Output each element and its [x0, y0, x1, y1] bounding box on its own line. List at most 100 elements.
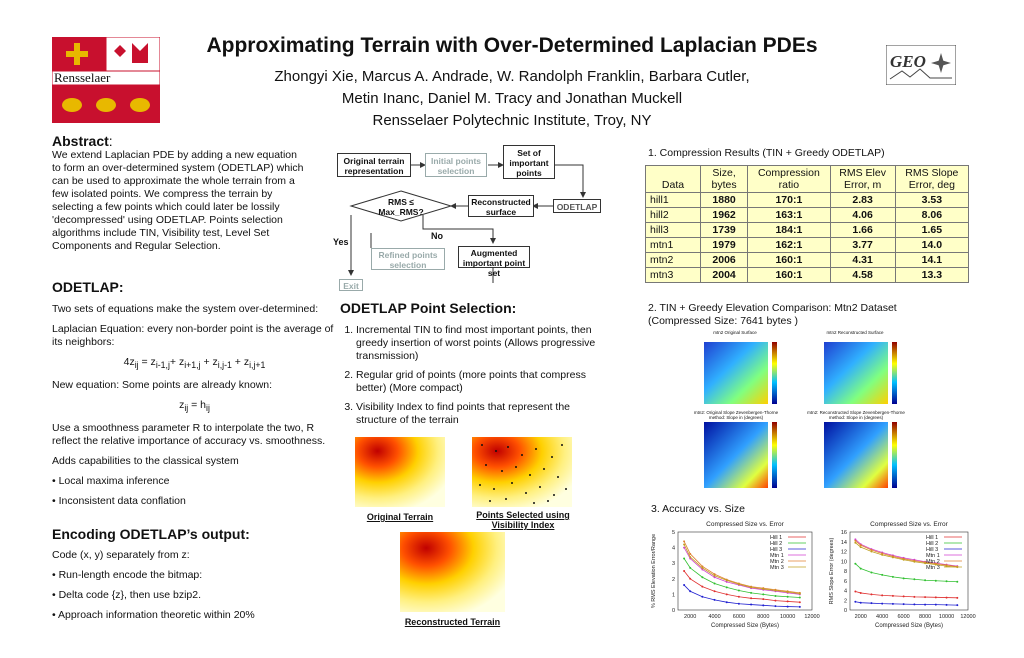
cell-size: 1962 [699, 207, 749, 223]
plot-area [849, 531, 969, 611]
cell-ratio: 162:1 [747, 237, 831, 253]
data-point [934, 579, 937, 582]
data-point [859, 591, 862, 594]
odetlap-p5: Adds capabilities to the classical syste… [52, 455, 239, 468]
selection-list: Incremental TIN to find most important p… [340, 324, 610, 427]
selection-item-3: Visibility Index to find points that rep… [356, 401, 610, 427]
data-point [713, 582, 716, 585]
col-data: Data [645, 165, 701, 193]
data-point [786, 600, 789, 603]
map-title-original-surface: mtn2 Original Surface [713, 330, 757, 335]
results-heading-1: 1. Compression Results (TIN + Greedy ODE… [648, 147, 885, 159]
cell-size: 2004 [699, 267, 749, 283]
rensselaer-logo: Rensselaer [51, 36, 161, 123]
y-tick-label: 0 [672, 608, 675, 614]
table-header-row: Data Size, bytes Compression ratio RMS E… [645, 165, 970, 193]
rensselaer-logo-text: Rensselaer [54, 70, 111, 85]
data-point [891, 602, 894, 605]
data-point [701, 576, 704, 579]
abstract-section: Abstract: We extend Laplacian PDE by add… [52, 133, 307, 253]
poster-authors: Zhongyi Xie, Marcus A. Andrade, W. Rando… [0, 66, 1024, 132]
data-point [737, 589, 740, 592]
data-point [683, 540, 686, 543]
data-point [956, 596, 959, 599]
col-ratio: Compression ratio [747, 165, 831, 193]
table-row: hill2 1962 163:1 4.06 8.06 [645, 207, 970, 223]
data-point [725, 586, 728, 589]
data-point [891, 594, 894, 597]
data-point [902, 577, 905, 580]
colorbar-3 [772, 422, 777, 488]
data-point [725, 580, 728, 583]
known-point-equation: zij = hij [179, 399, 210, 414]
legend-entry: Mtn 3 [926, 565, 940, 571]
cell-size: 1979 [699, 237, 749, 253]
data-point [913, 578, 916, 581]
cell-slope: 14.0 [894, 237, 970, 253]
table-row: mtn1 1979 162:1 3.77 14.0 [645, 237, 970, 253]
data-point [683, 546, 686, 549]
data-point [737, 595, 740, 598]
data-point [786, 591, 789, 594]
cell-ratio: 184:1 [747, 222, 831, 238]
data-point [798, 605, 801, 608]
legend-entry: Hill 2 [770, 541, 782, 547]
data-point [701, 565, 704, 568]
cell-ratio: 160:1 [747, 267, 831, 283]
data-point [902, 603, 905, 606]
x-tick-label: 12000 [804, 614, 819, 620]
data-point [750, 591, 753, 594]
cell-data: hill1 [645, 192, 701, 208]
y-axis-label: RMS Slope Error (degrees) [829, 538, 835, 605]
cell-elev: 1.66 [829, 222, 896, 238]
col-slope-error: RMS Slope Error, deg [894, 165, 970, 193]
data-point [870, 602, 873, 605]
data-point [762, 593, 765, 596]
cell-size: 1739 [699, 222, 749, 238]
x-tick-label: 8000 [757, 614, 769, 620]
y-tick-label: 12 [841, 550, 847, 556]
legend-entry: Hill 1 [770, 535, 782, 541]
data-point [859, 601, 862, 604]
x-tick-label: 6000 [733, 614, 745, 620]
data-point [713, 598, 716, 601]
flow-important-points: Set of important points [503, 145, 555, 179]
encoding-p4: • Approach information theoretic within … [52, 609, 255, 621]
map-original-surface [704, 342, 768, 404]
cell-slope: 1.65 [894, 222, 970, 238]
table-row: mtn2 2006 160:1 4.31 14.1 [645, 252, 970, 268]
data-point [737, 602, 740, 605]
geo-logo-text: GEO [890, 52, 926, 71]
x-axis-label: Compressed Size (Bytes) [875, 623, 943, 629]
data-point [870, 549, 873, 552]
data-point [713, 576, 716, 579]
selection-item-2: Regular grid of points (more points that… [356, 369, 610, 395]
selection-heading: ODETLAP Point Selection: [340, 300, 517, 316]
data-point [913, 595, 916, 598]
y-tick-label: 2 [672, 577, 675, 583]
data-point [774, 605, 777, 608]
y-tick-label: 4 [672, 546, 675, 552]
colorbar-1 [772, 342, 777, 404]
data-point [750, 603, 753, 606]
flowchart-connectors [348, 162, 586, 283]
data-point [913, 560, 916, 563]
geo-logo: GEO [885, 44, 957, 86]
data-point [854, 600, 857, 603]
cell-elev: 4.58 [829, 267, 896, 283]
data-point [902, 595, 905, 598]
x-tick-label: 6000 [898, 614, 910, 620]
cell-size: 1880 [699, 192, 749, 208]
data-point [924, 603, 927, 606]
odetlap-heading: ODETLAP: [52, 279, 124, 295]
plot-area [677, 531, 813, 611]
data-point [683, 570, 686, 572]
data-point [689, 552, 692, 555]
data-point [713, 574, 716, 577]
y-tick-label: 14 [841, 540, 847, 546]
data-point [725, 601, 728, 604]
cell-elev: 3.77 [829, 237, 896, 253]
data-point [701, 585, 704, 588]
data-point [854, 539, 857, 542]
flow-odetlap: ODETLAP [553, 199, 601, 213]
